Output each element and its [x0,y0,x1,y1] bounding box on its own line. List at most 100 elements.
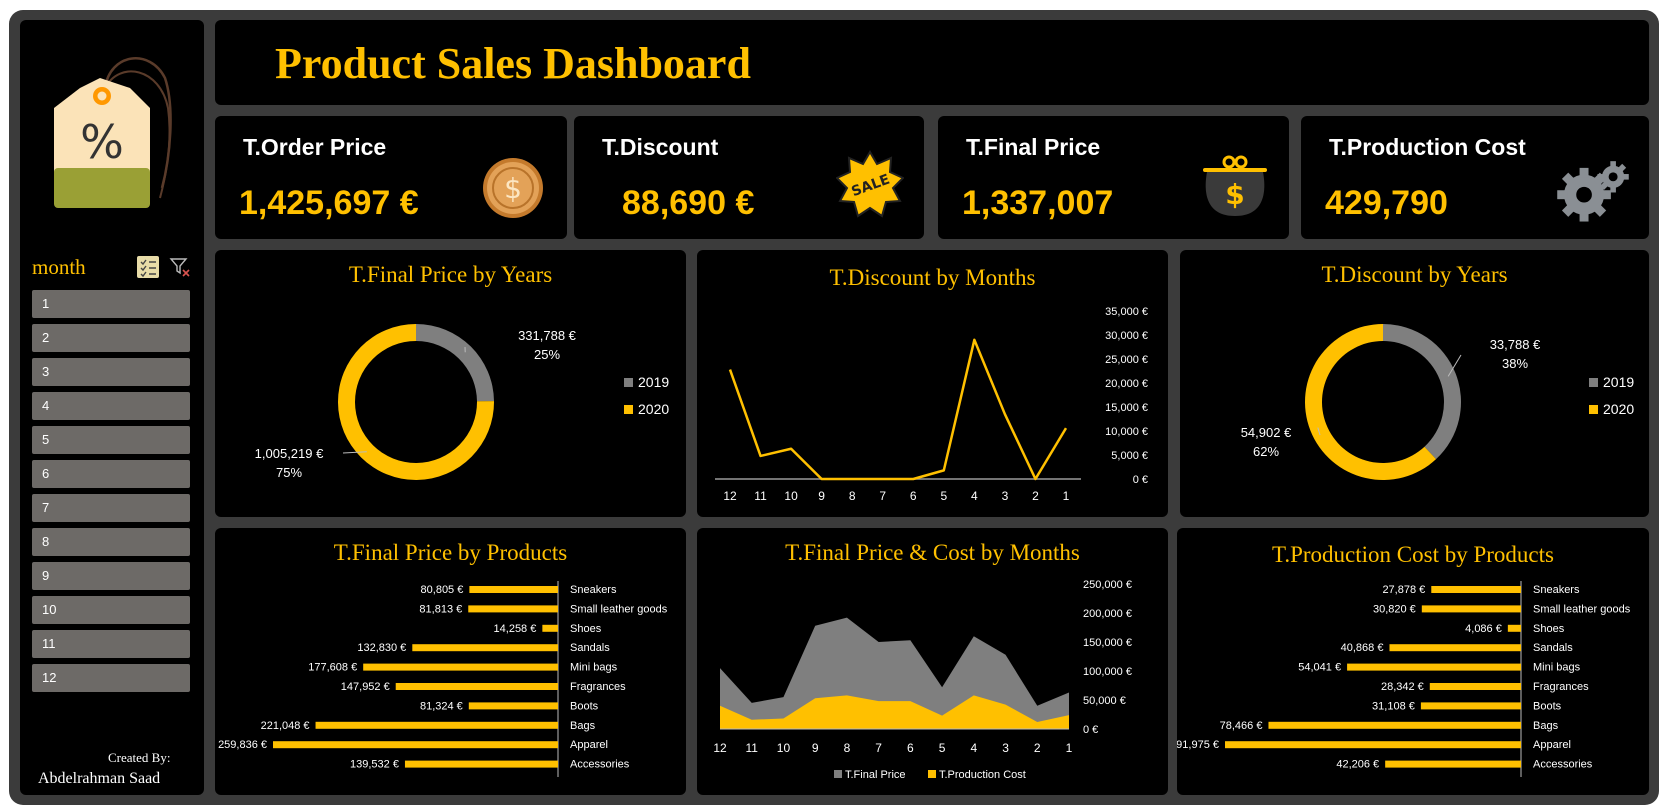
y-tick-label: 50,000 € [1083,695,1126,707]
bar [315,721,558,729]
y-tick-label: 100,000 € [1083,666,1132,678]
bar [1429,683,1521,690]
donut-slice-2020 [1305,324,1437,480]
bar-value-label: 40,868 € [1341,642,1384,654]
slice-value-label: 33,788 € [1490,337,1541,352]
bar-value-label: 80,805 € [421,584,464,596]
slicer-item-month-2[interactable]: 2 [32,324,190,352]
slicer-item-month-6[interactable]: 6 [32,460,190,488]
bar [412,644,558,652]
x-tick-label: 5 [940,489,947,503]
category-label: Bags [570,720,596,732]
bar [468,702,558,710]
y-tick-label: 0 € [1133,474,1148,486]
month-slicer: 1 2 3 4 5 6 7 8 9 10 11 12 [32,290,190,698]
y-tick-label: 35,000 € [1105,306,1148,318]
x-tick-label: 7 [875,741,882,755]
y-tick-label: 15,000 € [1105,402,1148,414]
header: Product Sales Dashboard [215,20,1649,105]
category-label: Sandals [570,642,610,654]
bar [273,741,558,749]
chart-final-price-cost-by-months: T.Final Price & Cost by Months 12 11 10 9 8 7… [697,528,1168,795]
x-tick-label: 2 [1032,489,1039,503]
bar-chart: 80,805 € Sneakers 81,813 € Small leather go… [218,581,668,777]
x-tick-label: 10 [784,489,798,503]
x-tick-label: 9 [818,489,825,503]
slice-value-label: 331,788 € [518,328,577,343]
bar [1385,760,1521,768]
bar [468,605,558,613]
x-tick-label: 9 [812,741,819,755]
created-by-label: Created By: [108,750,171,765]
slicer-item-month-10[interactable]: 10 [32,596,190,624]
category-label: Fragrances [570,681,626,693]
kpi-card-production-cost: T.Production Cost 429,790 [1301,116,1649,239]
slicer-item-month-7[interactable]: 7 [32,494,190,522]
category-label: Bags [1533,720,1559,732]
slicer-item-month-11[interactable]: 11 [32,630,190,658]
x-tick-label: 10 [777,741,791,755]
bar-value-label: 221,048 € [261,720,310,732]
y-tick-label: 25,000 € [1105,354,1148,366]
x-tick-label: 12 [723,489,737,503]
donut-slice-2019 [416,324,494,402]
category-label: Sandals [1533,642,1573,654]
bar [1507,624,1521,632]
x-tick-label: 1 [1066,741,1073,755]
x-tick-label: 8 [844,741,851,755]
bar-value-label: 259,836 € [218,739,267,751]
kpi-value: 1,425,697 € [239,184,419,222]
slice-value-label: 1,005,219 € [255,446,324,461]
bar-value-label: 14,258 € [494,623,537,635]
slicer-item-month-9[interactable]: 9 [32,562,190,590]
donut-slice-2019 [1383,324,1461,460]
kpi-value: 1,337,007 [962,184,1114,222]
category-label: Small leather goods [570,603,668,615]
tag-symbol: % [80,115,124,169]
category-label: Accessories [1533,759,1593,771]
slicer-item-month-4[interactable]: 4 [32,392,190,420]
kpi-card-discount: T.Discount 88,690 € SALE [574,116,924,239]
legend-label: 2019 [1603,374,1634,390]
slicer-item-month-1[interactable]: 1 [32,290,190,318]
clear-filter-icon[interactable] [169,256,191,278]
slicer-item-month-12[interactable]: 12 [32,664,190,692]
multi-select-icon[interactable] [137,256,159,278]
slicer-item-month-3[interactable]: 3 [32,358,190,386]
bar [542,624,558,632]
x-tick-label: 12 [713,741,727,755]
area-chart: 12 11 10 9 8 7 6 5 4 3 2 1 0 € 50,000 € 100,000 € 150,0… [713,579,1132,781]
category-label: Shoes [1533,623,1565,635]
category-label: Apparel [1533,739,1571,751]
slice-value-label: 54,902 € [1241,425,1292,440]
legend-swatch [928,770,936,778]
x-tick-label: 7 [879,489,886,503]
bar [363,663,558,671]
kpi-label: T.Production Cost [1329,134,1526,160]
chart-final-price-by-products: T.Final Price by Products 80,805 € Sneake… [215,528,686,795]
category-label: Fragrances [1533,681,1589,693]
slice-percent-label: 75% [276,465,302,480]
line-chart: 12 11 10 9 8 7 6 5 4 3 2 1 0 € 5,000 € 10,000 € 15,000 … [715,306,1148,503]
donut-chart: 331,788 € 25% 2019 1,005,219 € 75% 2020 [255,324,669,480]
leader-line [342,451,367,454]
category-label: Mini bags [570,662,618,674]
x-tick-label: 3 [1002,741,1009,755]
series-line [728,338,1068,481]
bar-value-label: 4,086 € [1465,623,1502,635]
slicer-item-month-8[interactable]: 8 [32,528,190,556]
bar-value-label: 42,206 € [1336,759,1379,771]
bar-value-label: 81,813 € [419,603,462,615]
category-label: Mini bags [1533,662,1581,674]
bar [1431,586,1521,593]
svg-text:$: $ [504,172,522,205]
chart-discount-by-months: T.Discount by Months 12 11 10 9 8 7 6 5 4 3 2 1 0 € 5… [697,250,1168,517]
bar [1225,741,1521,749]
slicer-label: month [32,255,86,279]
x-tick-label: 1 [1063,489,1070,503]
kpi-label: T.Discount [602,134,719,160]
x-tick-label: 11 [754,489,767,503]
kpi-label: T.Final Price [966,134,1101,160]
bar-value-label: 147,952 € [341,681,390,693]
slicer-item-month-5[interactable]: 5 [32,426,190,454]
